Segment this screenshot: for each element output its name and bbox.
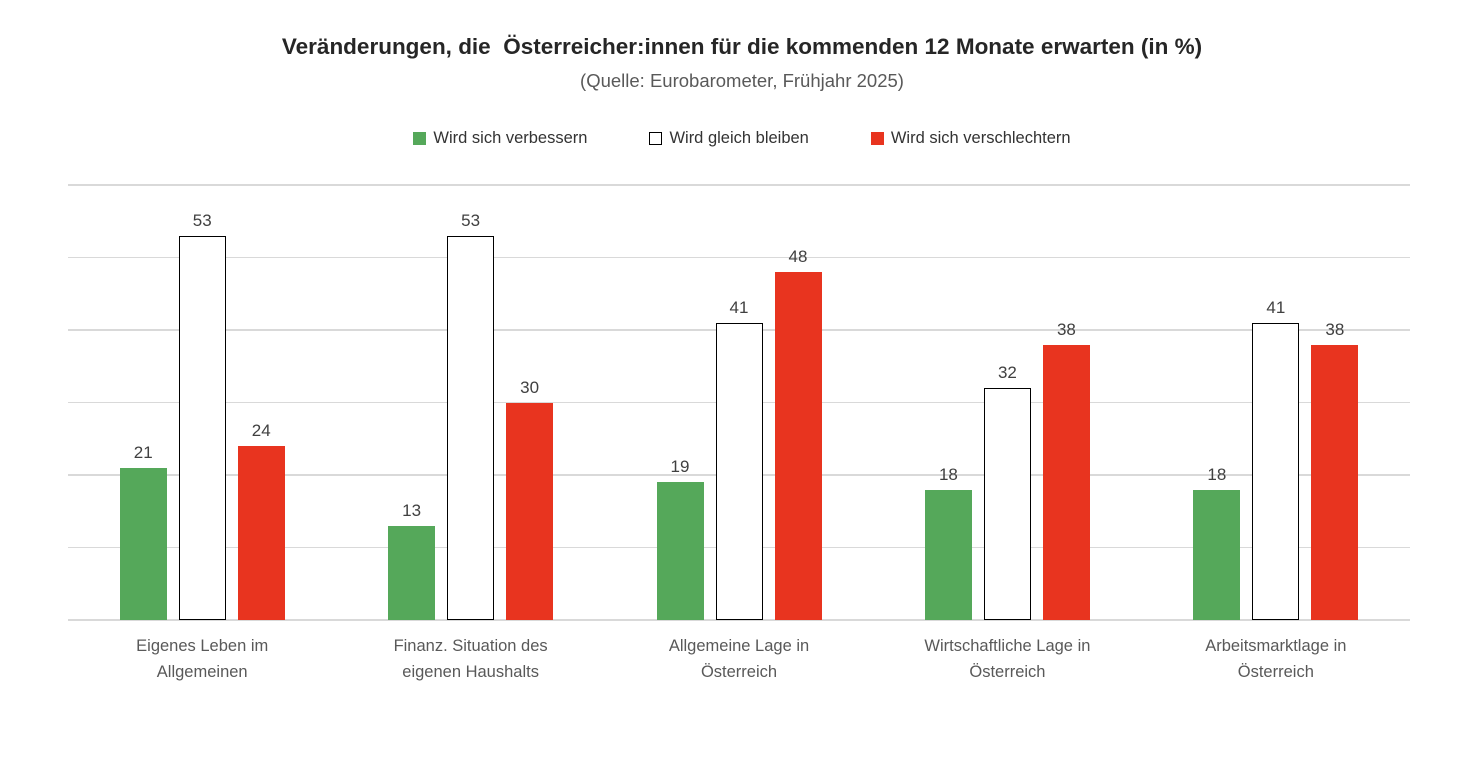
bar-group: 21 53 24 (68, 185, 336, 620)
bar (178, 235, 226, 620)
legend: Wird sich verbessern Wird gleich bleiben W… (0, 129, 1484, 148)
bar-value-label: 41 (1266, 297, 1286, 317)
bar-wrap: 18 (1193, 185, 1241, 620)
bar-value-label: 13 (402, 500, 422, 520)
bar-value-label: 18 (938, 464, 958, 484)
bar (237, 446, 285, 620)
bar-wrap: 41 (715, 185, 763, 620)
plot-area: 21 53 24 13 53 30 19 41 48 18 32 38 18 41 38 (68, 184, 1410, 621)
legend-item: Wird sich verbessern (413, 129, 587, 148)
bar-value-label: 19 (670, 457, 690, 477)
bar (1193, 489, 1241, 620)
category-label: Wirtschaftliche Lage in Österreich (924, 637, 1091, 682)
bar-wrap: 53 (178, 185, 226, 620)
category-cell: Eigenes Leben im Allgemeinen (68, 633, 336, 686)
category-cell: Allgemeine Lage in Österreich (605, 633, 873, 686)
gridline (68, 256, 1410, 259)
bar-value-label: 38 (1325, 319, 1345, 339)
bar-wrap: 48 (774, 185, 822, 620)
category-cell: Finanz. Situation des eigenen Haushalts (336, 633, 604, 686)
bar-wrap: 24 (237, 185, 285, 620)
bar (983, 388, 1031, 620)
bar-group: 13 53 30 (336, 185, 604, 620)
bar-value-label: 53 (192, 210, 212, 230)
bar-value-label: 48 (788, 247, 808, 266)
bar (506, 402, 554, 620)
gridline (68, 619, 1410, 621)
bar-wrap: 18 (924, 185, 972, 620)
bar-wrap: 13 (388, 185, 436, 620)
bar-wrap: 38 (1042, 185, 1090, 620)
bar-value-label: 24 (251, 421, 271, 440)
category-label: Finanz. Situation des eigenen Haushalts (393, 637, 548, 682)
bar (447, 235, 495, 620)
bar-wrap: 38 (1311, 185, 1359, 620)
chart-title: Veränderungen, die Österreicher:innen fü… (281, 34, 1203, 59)
bar-wrap: 30 (506, 185, 554, 620)
category-label: Eigenes Leben im Allgemeinen (136, 637, 269, 682)
bar (1252, 322, 1300, 620)
bar-value-label: 41 (729, 297, 749, 317)
bar-value-label: 38 (1056, 319, 1076, 339)
bar (1311, 344, 1359, 620)
category-axis: Eigenes Leben im Allgemeinen Finanz. Situ… (68, 633, 1410, 686)
bar-value-label: 30 (520, 377, 540, 397)
bar (924, 489, 972, 620)
category-label: Allgemeine Lage in Österreich (668, 637, 810, 682)
chart-subtitle: (Quelle: Eurobarometer, Frühjahr 2025) (580, 70, 904, 91)
bar-group: 19 41 48 (605, 185, 873, 620)
bar (1042, 344, 1090, 620)
bar-wrap: 21 (119, 185, 167, 620)
legend-item: Wird sich verschlechtern (870, 129, 1071, 148)
legend-label: Wird sich verbessern (433, 129, 588, 147)
bar-group: 18 32 38 (873, 185, 1141, 620)
bar-wrap: 53 (447, 185, 495, 620)
bar-value-label: 32 (997, 363, 1017, 382)
legend-item: Wird gleich bleiben (649, 129, 809, 148)
bar (715, 322, 763, 620)
bar-value-label: 18 (1207, 464, 1227, 484)
bar (656, 482, 704, 620)
category-cell: Arbeitsmarktlage in Österreich (1142, 633, 1410, 686)
bar-wrap: 41 (1252, 185, 1300, 620)
bar (388, 525, 436, 620)
bar-group: 18 41 38 (1142, 185, 1410, 620)
legend-label: Wird sich verschlechtern (890, 129, 1071, 147)
legend-swatch-icon (413, 132, 427, 145)
category-label: Arbeitsmarktlage in Österreich (1205, 637, 1347, 682)
bar-value-label: 53 (461, 210, 481, 230)
bar-wrap: 19 (656, 185, 704, 620)
legend-label: Wird gleich bleiben (669, 129, 809, 147)
category-cell: Wirtschaftliche Lage in Österreich (873, 633, 1141, 686)
bar (774, 272, 822, 620)
bar-groups: 21 53 24 13 53 30 19 41 48 18 32 38 18 41 38 (68, 185, 1410, 620)
legend-swatch-icon (870, 132, 884, 145)
legend-swatch-icon (649, 132, 663, 145)
bar-wrap: 32 (983, 185, 1031, 620)
bar (119, 467, 167, 620)
gridline (68, 184, 1410, 186)
bar-value-label: 21 (133, 442, 153, 462)
